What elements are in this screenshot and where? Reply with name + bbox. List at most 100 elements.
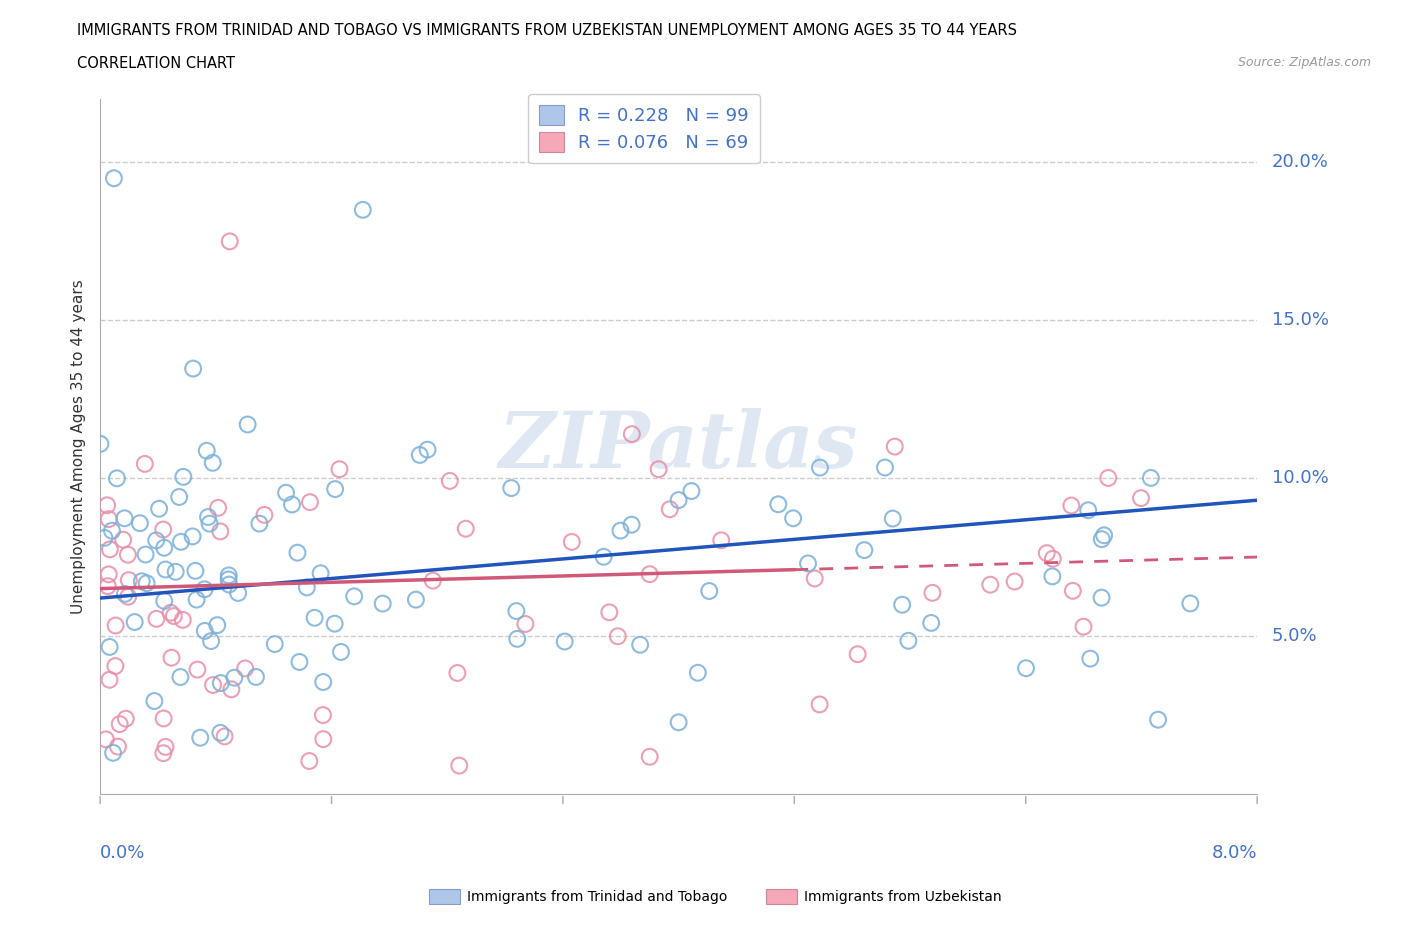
Point bbox=[620, 517, 643, 532]
Point bbox=[209, 676, 232, 691]
Point bbox=[148, 501, 170, 516]
Point bbox=[1090, 591, 1112, 605]
Point bbox=[454, 521, 477, 536]
Point bbox=[172, 613, 194, 628]
Point bbox=[1097, 471, 1119, 485]
Point bbox=[153, 540, 176, 555]
Point bbox=[506, 631, 529, 646]
Point bbox=[846, 646, 869, 661]
Point bbox=[108, 717, 131, 732]
Point bbox=[98, 542, 121, 557]
Point bbox=[312, 674, 335, 689]
Point bbox=[371, 596, 394, 611]
Point bbox=[405, 592, 427, 607]
Point bbox=[188, 730, 211, 745]
Point bbox=[505, 604, 527, 618]
Point bbox=[274, 485, 297, 500]
Text: 10.0%: 10.0% bbox=[1271, 469, 1329, 487]
Point bbox=[200, 633, 222, 648]
Point bbox=[104, 658, 127, 673]
Point bbox=[207, 618, 229, 632]
Point bbox=[882, 512, 904, 526]
Point bbox=[181, 361, 204, 376]
Point bbox=[181, 529, 204, 544]
Point bbox=[1035, 546, 1057, 561]
Point bbox=[352, 203, 374, 218]
Point bbox=[218, 234, 240, 249]
Point bbox=[209, 524, 232, 538]
Point bbox=[97, 567, 120, 582]
Point bbox=[1073, 619, 1095, 634]
Point bbox=[710, 533, 733, 548]
Point bbox=[592, 550, 614, 565]
Point bbox=[598, 604, 620, 619]
Point bbox=[193, 582, 215, 597]
Text: CORRELATION CHART: CORRELATION CHART bbox=[77, 56, 235, 71]
Point bbox=[686, 665, 709, 680]
Point bbox=[195, 444, 218, 458]
Point bbox=[647, 462, 669, 477]
Point bbox=[638, 566, 661, 581]
Point bbox=[198, 516, 221, 531]
Point bbox=[201, 456, 224, 471]
Text: Immigrants from Trinidad and Tobago: Immigrants from Trinidad and Tobago bbox=[467, 889, 727, 904]
Point bbox=[681, 484, 703, 498]
Text: 15.0%: 15.0% bbox=[1271, 312, 1329, 329]
Point bbox=[209, 725, 232, 740]
Point bbox=[312, 708, 335, 723]
Point bbox=[98, 672, 121, 687]
Point bbox=[891, 597, 914, 612]
Point bbox=[883, 439, 905, 454]
Point bbox=[1078, 651, 1101, 666]
Point bbox=[1040, 569, 1063, 584]
Point bbox=[782, 511, 804, 525]
Point bbox=[97, 578, 120, 593]
Point bbox=[93, 530, 115, 545]
Point bbox=[94, 732, 117, 747]
Point bbox=[1060, 498, 1083, 513]
Point bbox=[298, 753, 321, 768]
Point bbox=[697, 583, 720, 598]
Point bbox=[143, 694, 166, 709]
Point bbox=[920, 616, 942, 631]
Point bbox=[218, 572, 240, 587]
Point bbox=[96, 498, 118, 512]
Point bbox=[135, 547, 157, 562]
Point bbox=[247, 516, 270, 531]
Point bbox=[323, 482, 346, 497]
Point bbox=[1091, 532, 1114, 547]
Legend: R = 0.228   N = 99, R = 0.076   N = 69: R = 0.228 N = 99, R = 0.076 N = 69 bbox=[527, 95, 759, 163]
Point bbox=[1130, 491, 1153, 506]
Point bbox=[169, 670, 191, 684]
Point bbox=[115, 711, 138, 726]
Text: 8.0%: 8.0% bbox=[1212, 844, 1257, 862]
Point bbox=[124, 615, 146, 630]
Point bbox=[245, 670, 267, 684]
Point bbox=[606, 629, 628, 644]
Point bbox=[135, 576, 157, 591]
Point bbox=[194, 623, 217, 638]
Point bbox=[98, 640, 121, 655]
Point bbox=[1180, 596, 1202, 611]
Point bbox=[145, 533, 167, 548]
Point bbox=[638, 750, 661, 764]
Point bbox=[104, 618, 127, 633]
Point bbox=[1147, 712, 1170, 727]
Point bbox=[1062, 583, 1084, 598]
Point bbox=[224, 671, 246, 685]
Point bbox=[155, 562, 177, 577]
Point bbox=[1042, 551, 1064, 566]
Point bbox=[808, 460, 831, 475]
Point bbox=[343, 589, 366, 604]
Point bbox=[263, 637, 285, 652]
Point bbox=[668, 493, 690, 508]
Point bbox=[197, 510, 219, 525]
Point bbox=[897, 633, 920, 648]
Point bbox=[281, 497, 304, 512]
Point bbox=[328, 462, 350, 477]
Point bbox=[853, 543, 876, 558]
Point bbox=[312, 732, 335, 747]
Text: Immigrants from Uzbekistan: Immigrants from Uzbekistan bbox=[804, 889, 1002, 904]
Point bbox=[609, 524, 631, 538]
Point bbox=[134, 457, 156, 472]
